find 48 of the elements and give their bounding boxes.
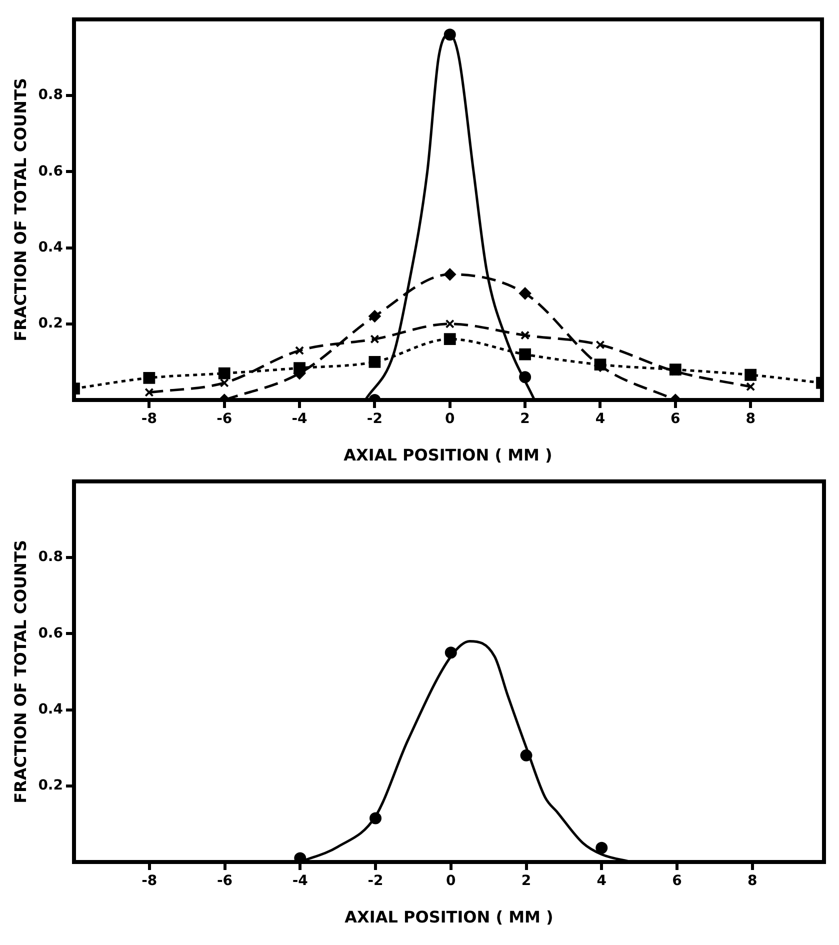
x-tick-label: 4 xyxy=(596,873,607,890)
point xyxy=(519,348,532,360)
point xyxy=(445,319,454,328)
x-tick-label: 2 xyxy=(521,873,532,890)
x-tick-label: 6 xyxy=(670,411,680,428)
point xyxy=(596,842,608,854)
point xyxy=(294,346,304,356)
x-axis-title: AXIAL POSITION ( MM ) xyxy=(344,908,554,927)
x-tick-label: -2 xyxy=(368,873,384,890)
x-tick-label: -8 xyxy=(142,873,158,890)
point xyxy=(368,356,381,368)
y-axis-title: FRACTION OF TOTAL COUNTS xyxy=(10,540,30,804)
point xyxy=(143,372,156,384)
x-tick-label: -6 xyxy=(216,411,232,428)
x-tick-label: 2 xyxy=(520,411,530,428)
y-tick-label: 0.8 xyxy=(38,87,63,104)
point xyxy=(220,378,229,388)
x-tick-label: -8 xyxy=(141,411,157,428)
y-tick-label: 0.8 xyxy=(38,549,63,566)
point xyxy=(368,310,381,322)
x-tick-label: 8 xyxy=(746,411,756,428)
x-tick-label: 6 xyxy=(672,873,682,890)
point xyxy=(370,334,380,344)
point xyxy=(444,268,456,280)
point xyxy=(746,382,756,392)
point xyxy=(519,287,532,300)
y-tick-label: 0.4 xyxy=(38,239,64,256)
point xyxy=(596,340,605,350)
point xyxy=(144,388,154,397)
y-tick-label: 0.4 xyxy=(38,701,64,718)
x-tick-label: 4 xyxy=(595,411,606,428)
y-tick-label: 0.2 xyxy=(38,778,63,794)
y-tick-label: 0.2 xyxy=(38,316,63,332)
y-axis-title: FRACTION OF TOTAL COUNTS xyxy=(10,78,30,342)
y-tick-label: 0.6 xyxy=(38,625,63,642)
x-tick-label: 0 xyxy=(445,411,456,428)
point xyxy=(444,333,456,346)
point xyxy=(520,330,530,340)
x-axis-title: AXIAL POSITION ( MM ) xyxy=(344,446,552,465)
x-tick-label: -2 xyxy=(366,411,382,428)
point xyxy=(218,367,230,380)
x-tick-label: -4 xyxy=(292,411,308,428)
x-tick-label: -4 xyxy=(292,873,308,890)
x-tick-label: -6 xyxy=(216,873,233,890)
point xyxy=(744,368,757,381)
x-tick-label: 0 xyxy=(446,873,456,890)
x-tick-label: 8 xyxy=(748,873,758,890)
y-tick-label: 0.6 xyxy=(38,163,63,180)
